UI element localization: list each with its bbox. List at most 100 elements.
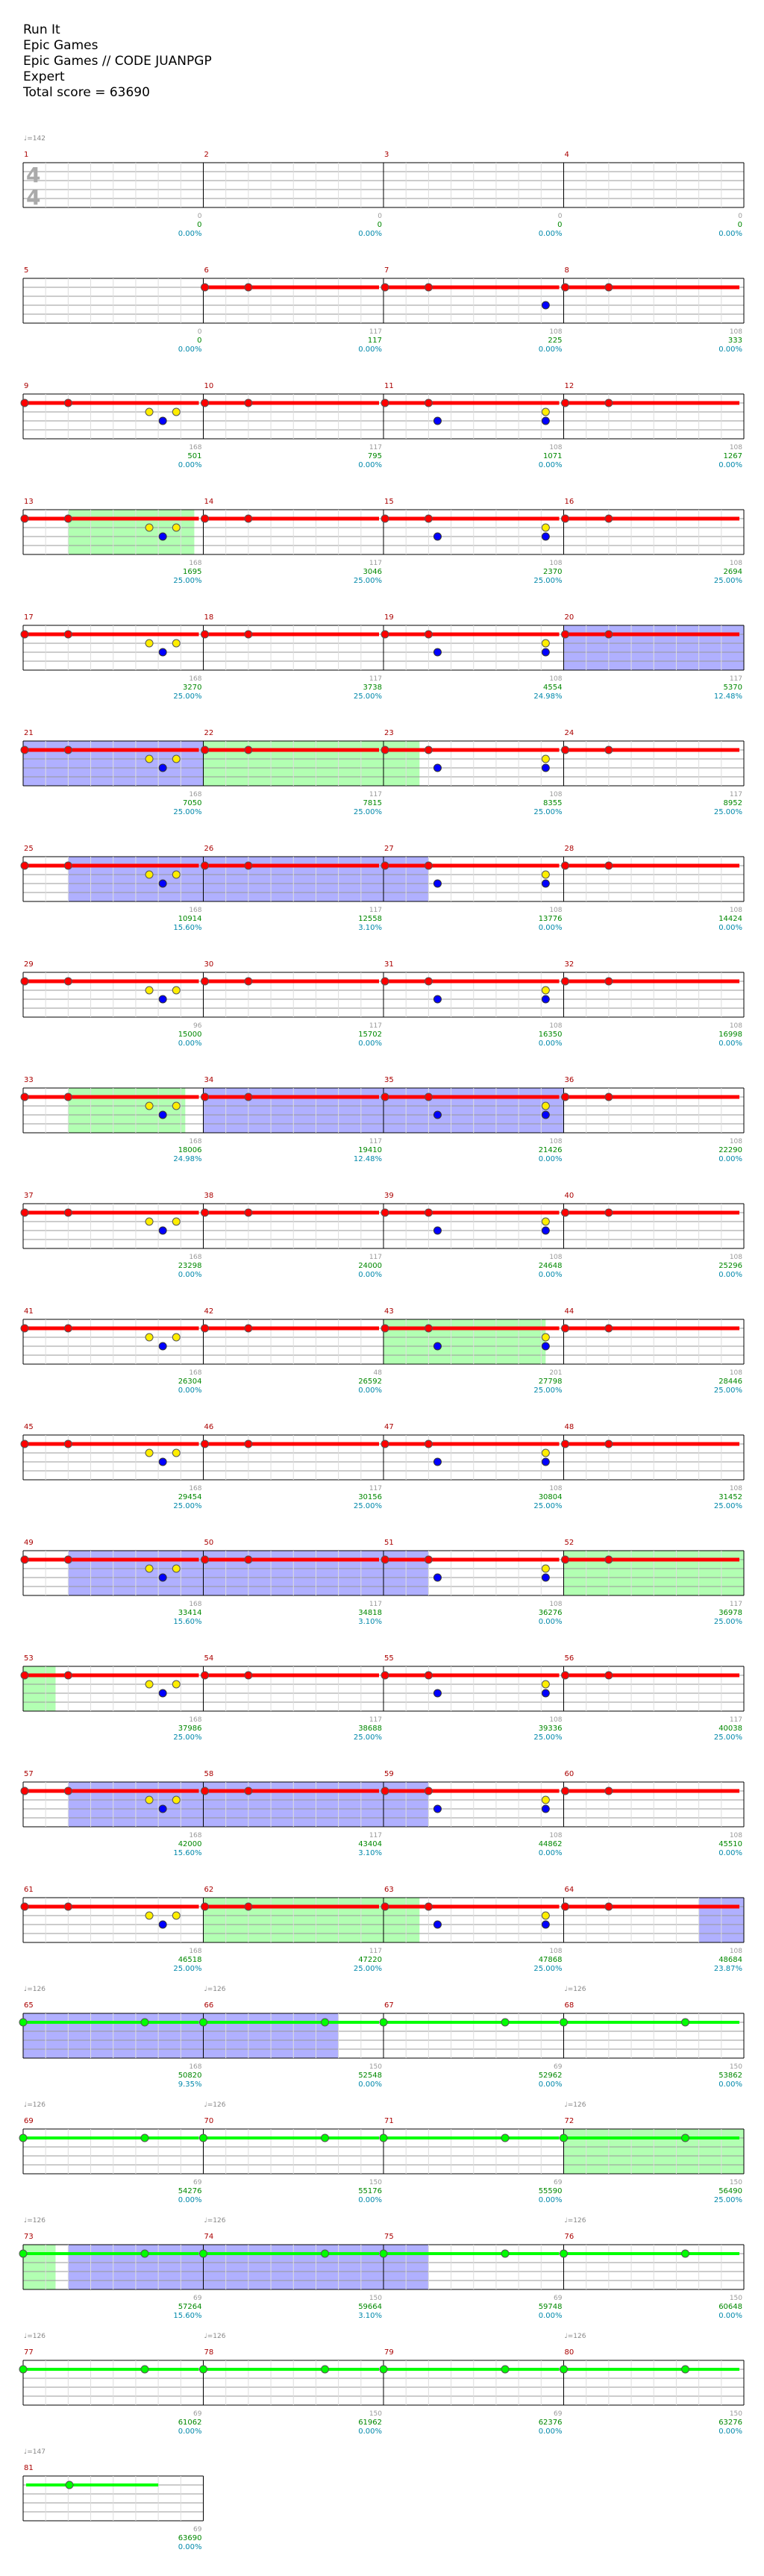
measure-points: 108 <box>730 1254 742 1261</box>
measure-points: 117 <box>369 1485 382 1492</box>
measure-running-score: 7815 <box>363 799 382 807</box>
note-gem <box>541 523 550 532</box>
measure-running-score: 53862 <box>718 2072 742 2080</box>
measure-number: 32 <box>565 960 574 969</box>
note-gem <box>63 398 72 407</box>
measure-running-score: 14424 <box>718 915 742 923</box>
measure-points: 117 <box>730 675 742 683</box>
measure-points: 117 <box>369 675 382 683</box>
measure-percent: 3.10% <box>358 1618 382 1626</box>
note-gem <box>20 1439 29 1448</box>
measure-percent: 25.00% <box>354 1965 382 1973</box>
measure-running-score: 3046 <box>363 568 382 576</box>
measure-points: 69 <box>193 2179 202 2186</box>
measure-number: 41 <box>24 1307 34 1316</box>
tempo-marker: ♩=142 <box>24 135 46 143</box>
measure-percent: 0.00% <box>718 1271 742 1279</box>
measure-number: 78 <box>204 2348 214 2357</box>
measure-running-score: 54276 <box>178 2187 202 2195</box>
measure-percent: 24.98% <box>533 693 562 701</box>
measure-number: 8 <box>565 266 569 275</box>
measure-running-score: 55590 <box>539 2187 563 2195</box>
note-gem <box>201 1092 209 1101</box>
note-gem <box>201 861 209 870</box>
measure-running-score: 12558 <box>358 915 382 923</box>
measure-running-score: 501 <box>187 452 201 460</box>
note-gem <box>158 1226 167 1235</box>
measure-running-score: 47220 <box>358 1956 382 1964</box>
note-gem <box>19 2133 28 2142</box>
measure-points: 108 <box>549 560 562 567</box>
note-gem <box>433 879 442 888</box>
measure-percent: 25.00% <box>173 1965 201 1973</box>
measure-running-score: 59664 <box>358 2303 382 2311</box>
measure-points: 108 <box>730 560 742 567</box>
note-gem <box>158 1804 167 1813</box>
note-gem <box>561 1208 569 1217</box>
measure-running-score: 46518 <box>178 1956 202 1964</box>
note-gem <box>433 1226 442 1235</box>
measure-running-score: 8952 <box>724 799 742 807</box>
measure-number: 66 <box>204 2001 214 2010</box>
measure-percent: 0.00% <box>178 1387 202 1395</box>
measure-running-score: 28446 <box>718 1378 742 1386</box>
measure-running-score: 16998 <box>718 1031 742 1039</box>
measure-percent: 0.00% <box>718 1040 742 1048</box>
note-gem <box>201 283 209 292</box>
note-gem <box>681 2249 690 2258</box>
note-gem <box>172 1911 181 1920</box>
note-gem <box>424 1786 433 1795</box>
measure-number: 27 <box>384 845 394 853</box>
note-gem <box>20 1092 29 1101</box>
measure-points: 168 <box>189 1485 201 1492</box>
measure-percent: 0.00% <box>358 1387 382 1395</box>
measure-running-score: 7050 <box>183 799 201 807</box>
measure-running-score: 23298 <box>178 1262 202 1270</box>
note-gem <box>201 514 209 523</box>
note-gem <box>172 1101 181 1110</box>
song-charter: Epic Games // CODE JUANPGP <box>23 54 212 69</box>
measure-percent: 25.00% <box>173 693 201 701</box>
measure-percent: 0.00% <box>539 1271 563 1279</box>
measure-percent: 25.00% <box>533 808 562 816</box>
measure-points: 168 <box>189 1601 201 1608</box>
measure-percent: 0.00% <box>178 230 202 238</box>
measure-number: 4 <box>565 151 569 159</box>
measure-points: 150 <box>730 2063 742 2071</box>
measure-percent: 15.60% <box>173 1849 201 1857</box>
measure-percent: 0.00% <box>178 1040 202 1048</box>
note-gem <box>381 630 389 639</box>
measure-number: 61 <box>24 1886 34 1894</box>
measure-number: 13 <box>24 498 34 506</box>
note-gem <box>541 1333 550 1342</box>
measure-points: 108 <box>549 444 562 451</box>
note-gem <box>381 514 389 523</box>
tempo-marker: ♩=126 <box>204 1986 226 1993</box>
note-gem <box>541 1448 550 1457</box>
note-gem <box>199 2249 207 2258</box>
measure-number: 53 <box>24 1654 34 1663</box>
note-gem <box>604 1092 613 1101</box>
note-gem <box>541 986 550 995</box>
note-gem <box>604 1555 613 1564</box>
measure-number: 22 <box>204 729 214 737</box>
measure-number: 75 <box>384 2233 394 2241</box>
measure-number: 14 <box>204 498 214 506</box>
note-gem <box>604 1324 613 1333</box>
note-gem <box>381 861 389 870</box>
measure-running-score: 45510 <box>718 1840 742 1848</box>
measure-running-score: 15702 <box>358 1031 382 1039</box>
measure-points: 96 <box>193 1022 202 1030</box>
note-gem <box>560 2133 568 2142</box>
measure-percent: 0.00% <box>358 346 382 354</box>
note-gem <box>541 1689 550 1698</box>
measure-running-score: 0 <box>378 221 382 229</box>
tempo-marker: ♩=126 <box>24 1986 46 1993</box>
note-gem <box>63 745 72 754</box>
note-gem <box>321 2018 330 2027</box>
measure-number: 47 <box>384 1423 394 1431</box>
measure-percent: 0.00% <box>539 1040 563 1048</box>
note-gem <box>20 630 29 639</box>
measure-number: 65 <box>24 2001 34 2010</box>
